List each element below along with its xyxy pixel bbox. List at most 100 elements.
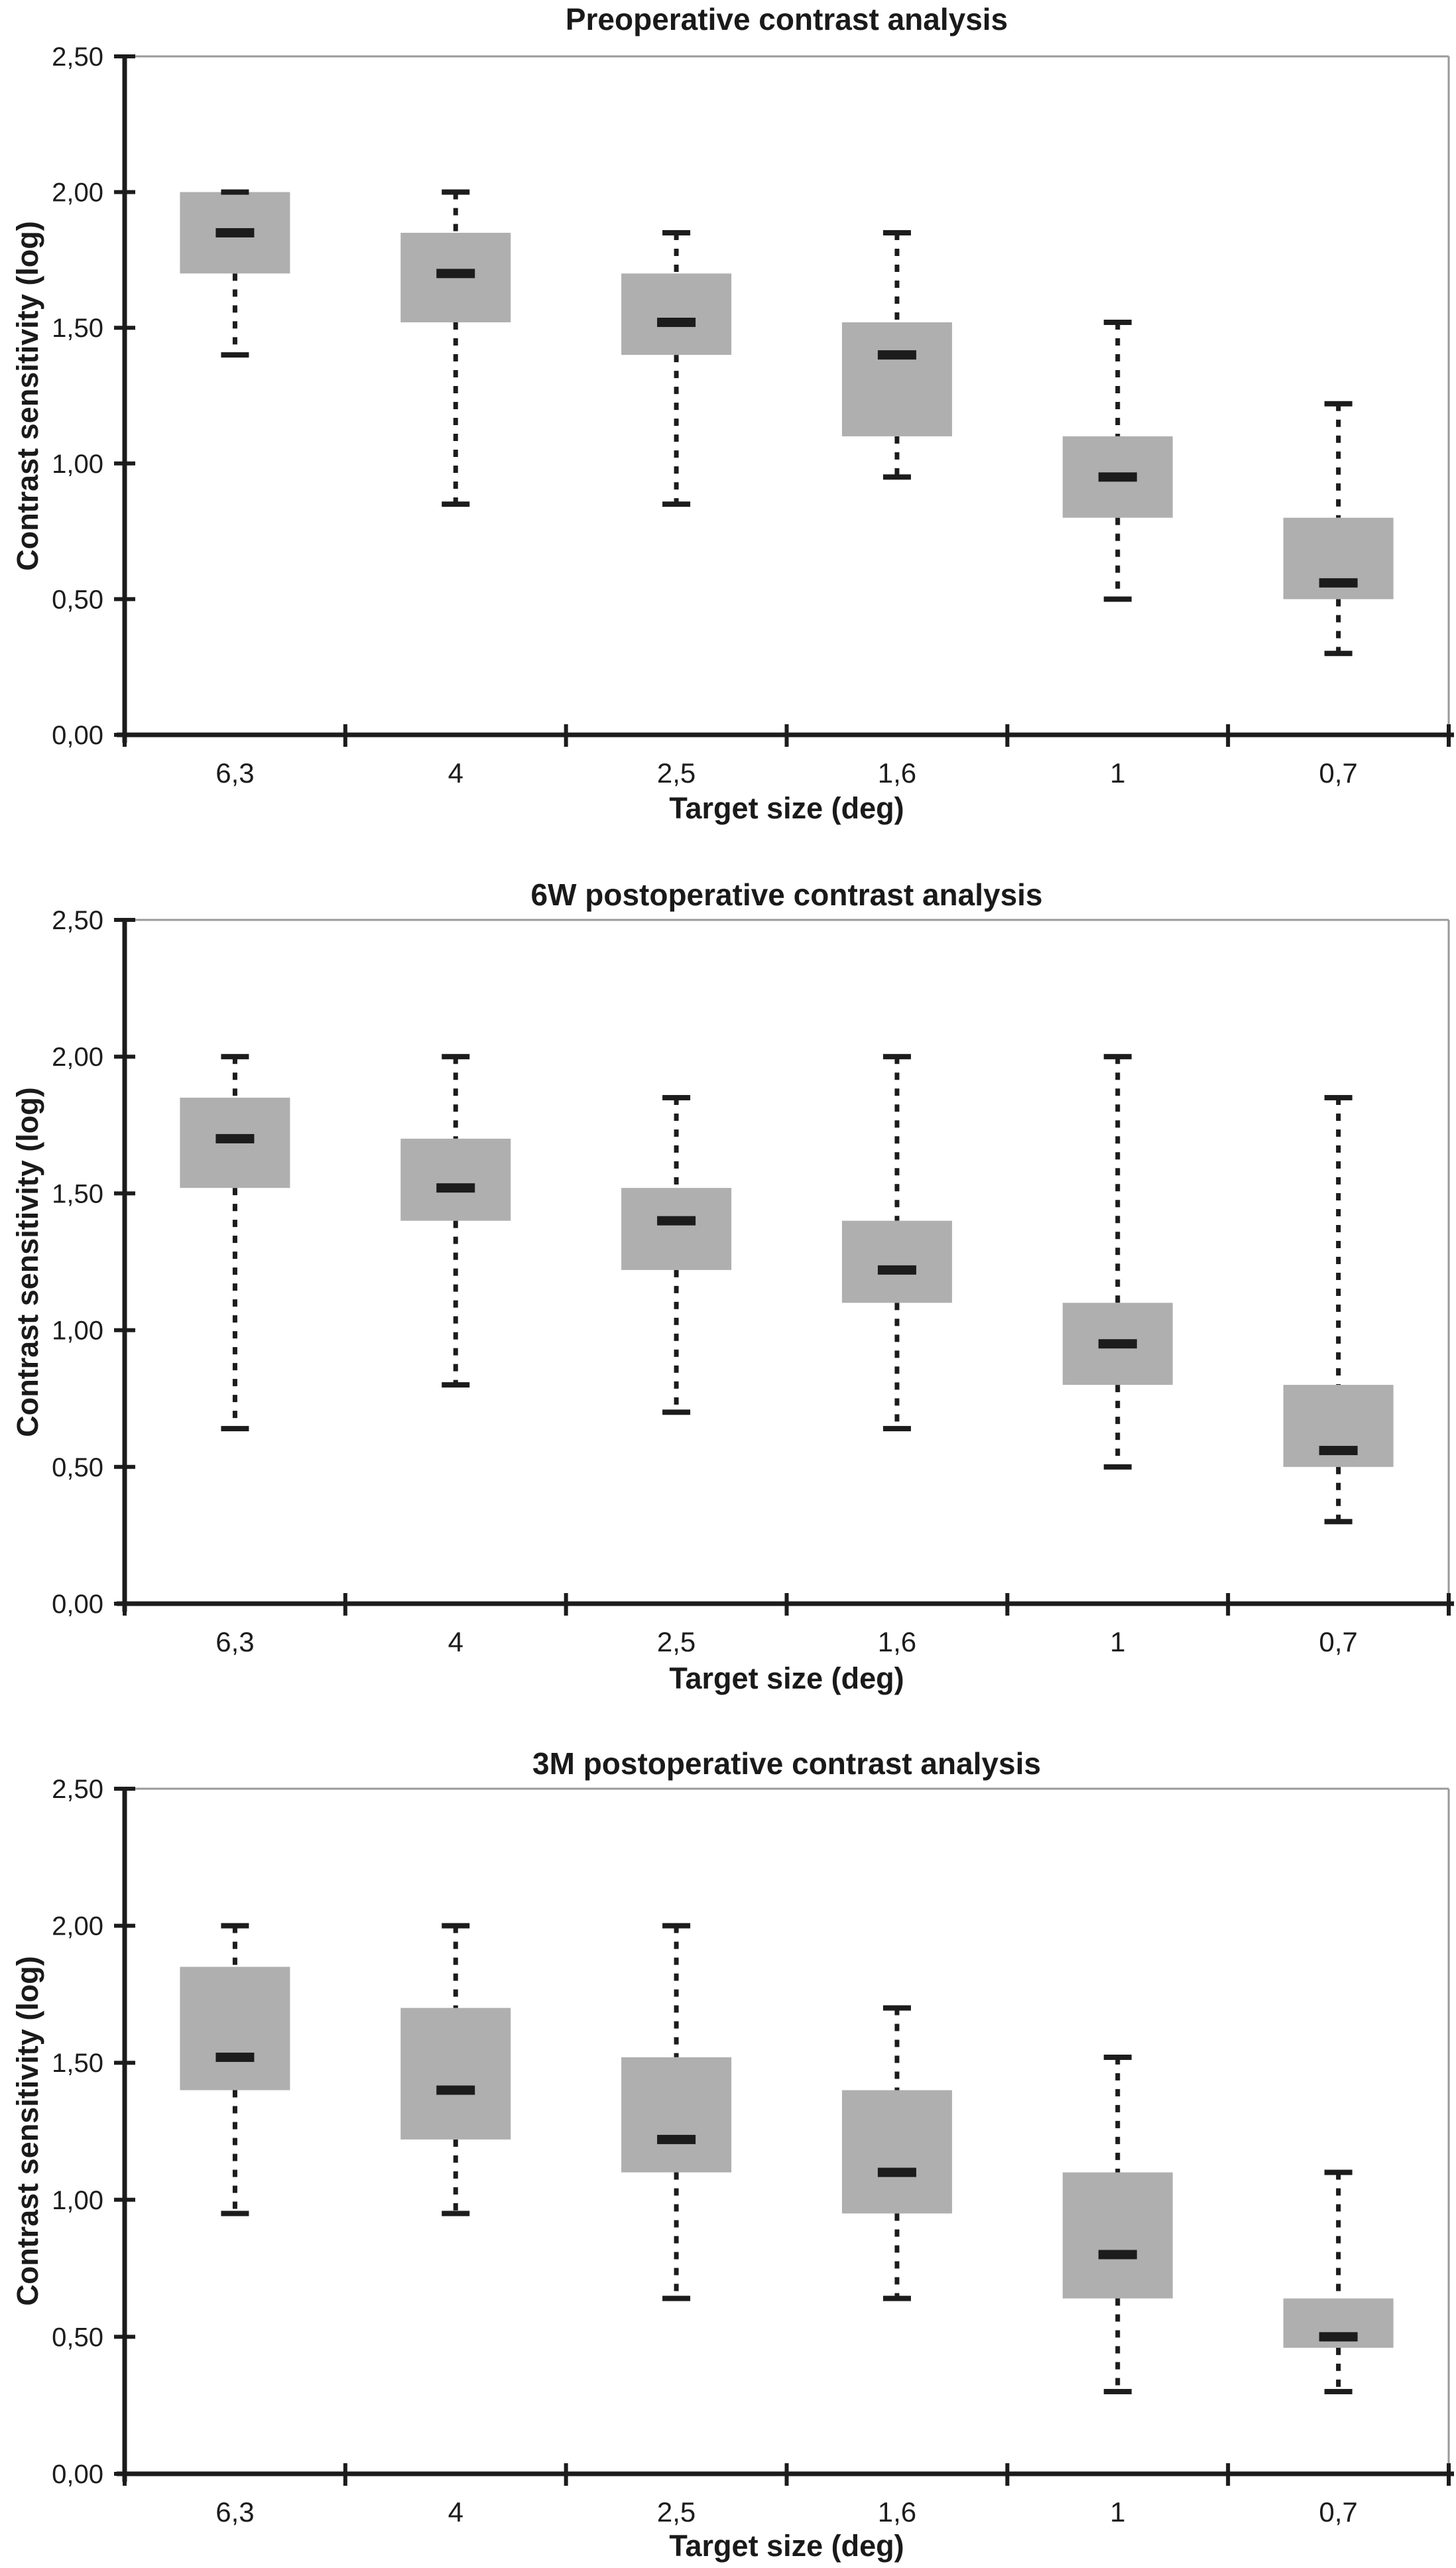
plot-area: 0,00 0,50 1,00 1,50 2,00 2,50 6,3 4 2,5 1,6 1 0,7 (52, 906, 1454, 1657)
box (180, 1966, 290, 2090)
median-line (1319, 1446, 1358, 1456)
median-line (215, 2052, 255, 2062)
median-line (215, 227, 255, 237)
median-line (657, 318, 696, 328)
x-category-label: 1,6 (878, 1626, 916, 1657)
box (1062, 2172, 1173, 2299)
chart-title: 6W postoperative contrast analysis (530, 877, 1043, 912)
whisker-cap-bottom (1324, 2389, 1353, 2395)
y-tick-label: 2,50 (52, 906, 103, 935)
box (621, 273, 732, 355)
y-tick-label: 0,00 (52, 2460, 103, 2489)
box (400, 2008, 511, 2140)
x-category-label: 1,6 (878, 757, 916, 789)
x-category-label: 0,7 (1319, 1626, 1357, 1657)
whisker-cap-top (1103, 2054, 1132, 2060)
whisker-cap-bottom (882, 2295, 911, 2301)
box (841, 2090, 952, 2214)
chart-title: Preoperative contrast analysis (565, 2, 1008, 36)
box (621, 1188, 732, 1270)
whisker-cap-bottom (882, 1426, 911, 1432)
x-category-label: 6,3 (215, 757, 254, 789)
y-tick-label: 2,00 (52, 1912, 103, 1941)
x-category-label: 0,7 (1319, 757, 1357, 789)
x-axis-title: Target size (deg) (669, 2529, 904, 2563)
x-category-label: 4 (448, 757, 463, 789)
y-tick-label: 0,50 (52, 1453, 103, 1482)
x-category-label: 1 (1110, 757, 1125, 789)
median-line (1098, 2250, 1137, 2260)
y-tick-label: 1,00 (52, 1316, 103, 1346)
whisker-cap-top (1103, 320, 1132, 326)
whisker-cap-top (662, 1923, 691, 1929)
chart-3m-postoperative: 0,00 0,50 1,00 1,50 2,00 2,50 6,3 4 2,5 1,6 1 0,7 3… (0, 1711, 1456, 2568)
whisker-cap-top (882, 2005, 911, 2011)
median-line (877, 350, 916, 360)
whisker-cap-top (1324, 401, 1353, 407)
whisker-cap-bottom (442, 501, 470, 507)
box (621, 2057, 732, 2173)
median-line (657, 1216, 696, 1226)
box (400, 1138, 511, 1221)
y-axis-title: Contrast sensitivity (log) (11, 1087, 44, 1437)
y-axis-title: Contrast sensitivity (log) (11, 221, 44, 571)
y-tick-label: 0,00 (52, 721, 103, 750)
median-line (436, 2085, 475, 2095)
y-tick-label: 1,50 (52, 314, 103, 343)
x-category-label: 1 (1110, 1626, 1125, 1657)
median-line (1319, 578, 1358, 588)
x-category-label: 1 (1110, 2496, 1125, 2528)
whisker-cap-bottom (662, 501, 691, 507)
y-tick-label: 1,00 (52, 450, 103, 479)
whisker-cap-bottom (1324, 651, 1353, 657)
whisker-cap-top (662, 229, 691, 235)
x-category-label: 2,5 (657, 2496, 696, 2528)
x-category-label: 2,5 (657, 757, 696, 789)
x-category-label: 1,6 (878, 2496, 916, 2528)
whisker-cap-top (442, 1923, 470, 1929)
median-line (436, 269, 475, 279)
median-line (657, 2134, 696, 2144)
y-axis-title: Contrast sensitivity (log) (11, 1956, 44, 2306)
whisker-cap-bottom (442, 1382, 470, 1388)
x-category-label: 6,3 (215, 2496, 254, 2528)
whisker-cap-top (1103, 1054, 1132, 1060)
y-tick-label: 2,50 (52, 1775, 103, 1804)
x-category-label: 4 (448, 2496, 463, 2528)
whisker-cap-top (221, 1054, 249, 1060)
whisker-cap-bottom (442, 2211, 470, 2216)
chart-title: 3M postoperative contrast analysis (532, 1746, 1041, 1781)
chart-preoperative: 0,00 0,50 1,00 1,50 2,00 2,50 6,3 4 2,5 1,6 1 0,7 P… (0, 0, 1456, 856)
whisker-cap-bottom (1324, 1519, 1353, 1525)
whisker-cap-top (882, 1054, 911, 1060)
whisker-cap-bottom (1103, 1464, 1132, 1470)
y-tick-label: 0,50 (52, 585, 103, 614)
median-line (1098, 1339, 1137, 1349)
box (841, 322, 952, 436)
x-category-label: 0,7 (1319, 2496, 1357, 2528)
y-tick-label: 0,50 (52, 2323, 103, 2352)
x-category-label: 6,3 (215, 1626, 254, 1657)
x-category-label: 2,5 (657, 1626, 696, 1657)
median-line (877, 2167, 916, 2177)
median-line (877, 1265, 916, 1275)
whisker-cap-top (882, 229, 911, 235)
median-line (215, 1133, 255, 1143)
y-tick-label: 0,00 (52, 1590, 103, 1619)
whisker-cap-bottom (662, 2295, 691, 2301)
whisker-cap-bottom (1103, 596, 1132, 602)
whisker-cap-bottom (221, 2211, 249, 2216)
chart-6w-postoperative: 0,00 0,50 1,00 1,50 2,00 2,50 6,3 4 2,5 1,6 1 0,7 6… (0, 856, 1456, 1711)
whisker-cap-top (221, 189, 249, 195)
whisker-cap-bottom (221, 352, 249, 358)
whisker-cap-bottom (1103, 2389, 1132, 2395)
y-tick-label: 1,50 (52, 2049, 103, 2078)
whisker-cap-top (442, 1054, 470, 1060)
y-tick-label: 1,00 (52, 2186, 103, 2215)
whisker-cap-top (662, 1095, 691, 1101)
y-tick-label: 1,50 (52, 1179, 103, 1208)
x-category-label: 4 (448, 1626, 463, 1657)
whisker-cap-top (221, 1923, 249, 1929)
plot-area: 0,00 0,50 1,00 1,50 2,00 2,50 6,3 4 2,5 1,6 1 0,7 (52, 42, 1454, 789)
